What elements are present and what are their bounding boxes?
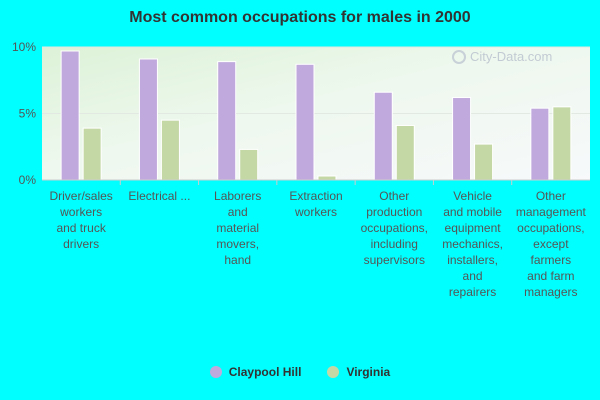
- bar-virginia-7[interactable]: [552, 106, 572, 181]
- watermark-text: City-Data.com: [470, 49, 553, 64]
- legend-label-claypool-hill: Claypool Hill: [228, 365, 302, 379]
- legend-label-virginia: Virginia: [346, 365, 391, 379]
- bar-claypool-hill-5[interactable]: [373, 91, 393, 181]
- bar-claypool-hill-3[interactable]: [217, 61, 237, 181]
- legend-swatch-claypool-hill: [209, 366, 222, 378]
- chart-title: Most common occupations for males in 200…: [129, 9, 471, 26]
- x-tick-label: Laborers and material movers, hand: [214, 189, 261, 267]
- y-tick-label: 10%: [12, 40, 36, 54]
- legend-item-claypool-hill: Claypool Hill: [209, 365, 302, 379]
- x-tick-label: Vehicle and mobile equipment mechanics, inst…: [442, 189, 503, 299]
- y-tick-label: 5%: [19, 107, 37, 121]
- bar-virginia-4[interactable]: [317, 175, 337, 181]
- legend-item-virginia: Virginia: [327, 365, 390, 379]
- y-tick-label: 0%: [19, 173, 37, 187]
- x-tick-label: Extraction workers: [289, 189, 342, 219]
- x-tick-label: Other management occupations, except farmers…: [516, 189, 587, 299]
- x-tick-label: Electrical ...: [128, 189, 190, 203]
- bar-virginia-1[interactable]: [82, 127, 102, 181]
- bar-claypool-hill-1[interactable]: [60, 50, 80, 181]
- watermark: City-Data.com: [452, 49, 552, 64]
- bar-claypool-hill-6[interactable]: [452, 97, 472, 181]
- legend: Claypool Hill Virginia: [0, 365, 600, 379]
- bar-claypool-hill-4[interactable]: [295, 63, 315, 181]
- x-tick-label: Other production occupations, including supe…: [361, 189, 428, 267]
- x-tick-label: Driver/sales workers and truck drivers: [49, 189, 112, 251]
- bar-virginia-5[interactable]: [395, 124, 415, 181]
- bar-claypool-hill-7[interactable]: [530, 107, 550, 181]
- legend-swatch-virginia: [327, 366, 340, 378]
- bar-virginia-6[interactable]: [474, 143, 494, 181]
- bar-claypool-hill-2[interactable]: [138, 58, 158, 181]
- bar-virginia-2[interactable]: [160, 119, 180, 181]
- search-icon: [452, 49, 466, 64]
- bar-virginia-3[interactable]: [239, 148, 259, 181]
